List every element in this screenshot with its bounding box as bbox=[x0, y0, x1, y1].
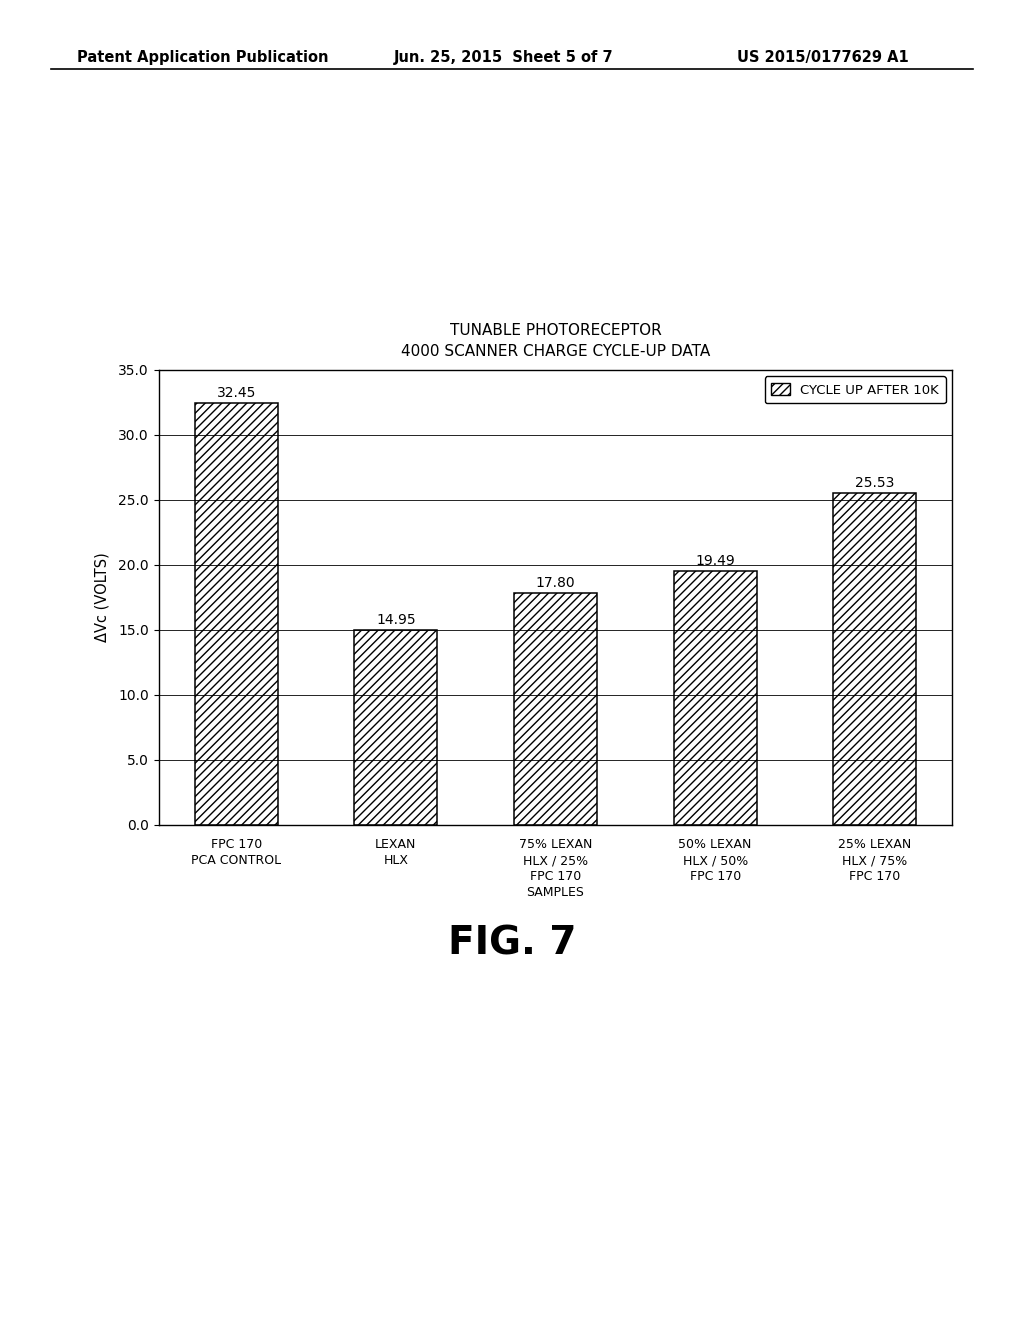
Text: US 2015/0177629 A1: US 2015/0177629 A1 bbox=[737, 50, 909, 65]
Bar bbox=[514, 594, 597, 825]
Bar bbox=[834, 492, 916, 825]
Text: 25.53: 25.53 bbox=[855, 475, 894, 490]
Text: FIG. 7: FIG. 7 bbox=[447, 925, 577, 962]
Legend: CYCLE UP AFTER 10K: CYCLE UP AFTER 10K bbox=[765, 376, 946, 403]
Text: 19.49: 19.49 bbox=[695, 554, 735, 568]
Text: 32.45: 32.45 bbox=[217, 385, 256, 400]
Bar bbox=[195, 403, 278, 825]
Text: 14.95: 14.95 bbox=[376, 614, 416, 627]
Y-axis label: ΔVc (VOLTS): ΔVc (VOLTS) bbox=[95, 553, 110, 642]
Text: Patent Application Publication: Patent Application Publication bbox=[77, 50, 329, 65]
Bar bbox=[354, 631, 437, 825]
Text: Jun. 25, 2015  Sheet 5 of 7: Jun. 25, 2015 Sheet 5 of 7 bbox=[394, 50, 613, 65]
Bar bbox=[674, 572, 757, 825]
Title: TUNABLE PHOTORECEPTOR
4000 SCANNER CHARGE CYCLE-UP DATA: TUNABLE PHOTORECEPTOR 4000 SCANNER CHARG… bbox=[400, 322, 711, 359]
Text: 17.80: 17.80 bbox=[536, 576, 575, 590]
